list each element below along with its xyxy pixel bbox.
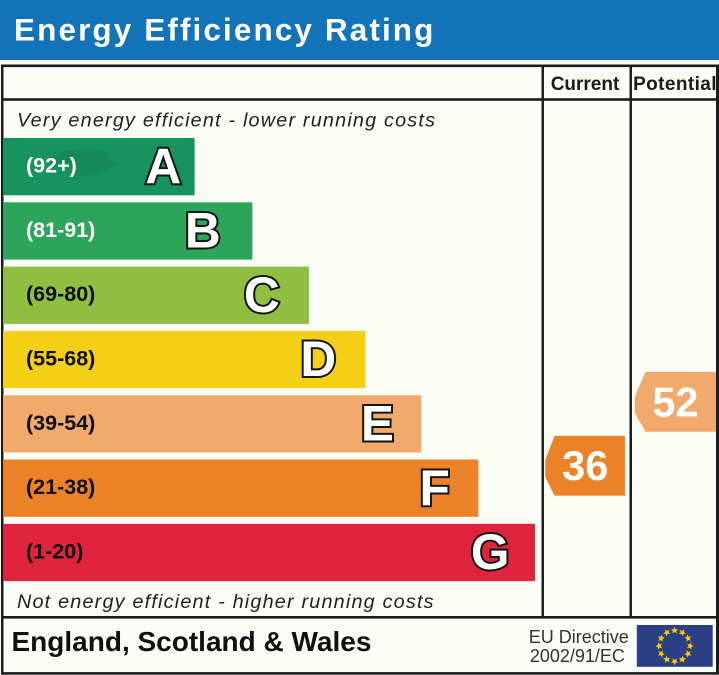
svg-text:52: 52 <box>652 378 698 425</box>
svg-text:(1-20): (1-20) <box>26 539 83 563</box>
svg-text:Not energy efficient - higher: Not energy efficient - higher running co… <box>17 591 435 613</box>
svg-text:Very energy efficient - lower: Very energy efficient - lower running co… <box>17 110 436 132</box>
svg-text:EU Directive: EU Directive <box>529 627 629 647</box>
svg-text:(21-38): (21-38) <box>26 475 95 499</box>
svg-text:(81-91): (81-91) <box>26 218 95 242</box>
svg-text:(92+): (92+) <box>26 154 77 178</box>
svg-text:Energy Efficiency Rating: Energy Efficiency Rating <box>14 12 436 48</box>
svg-text:E: E <box>361 396 394 452</box>
svg-text:G: G <box>471 524 510 580</box>
svg-text:Potential: Potential <box>633 74 717 95</box>
svg-text:F: F <box>420 460 450 516</box>
svg-text:England, Scotland & Wales: England, Scotland & Wales <box>12 626 372 657</box>
svg-text:(55-68): (55-68) <box>26 347 95 371</box>
svg-text:D: D <box>300 331 336 387</box>
svg-text:36: 36 <box>562 442 608 489</box>
svg-text:(39-54): (39-54) <box>26 411 95 435</box>
svg-text:B: B <box>185 203 221 259</box>
svg-text:Current: Current <box>551 74 620 95</box>
svg-text:2002/91/EC: 2002/91/EC <box>530 646 625 666</box>
svg-text:C: C <box>244 267 280 323</box>
svg-text:A: A <box>145 138 181 194</box>
svg-text:(69-80): (69-80) <box>26 282 95 306</box>
